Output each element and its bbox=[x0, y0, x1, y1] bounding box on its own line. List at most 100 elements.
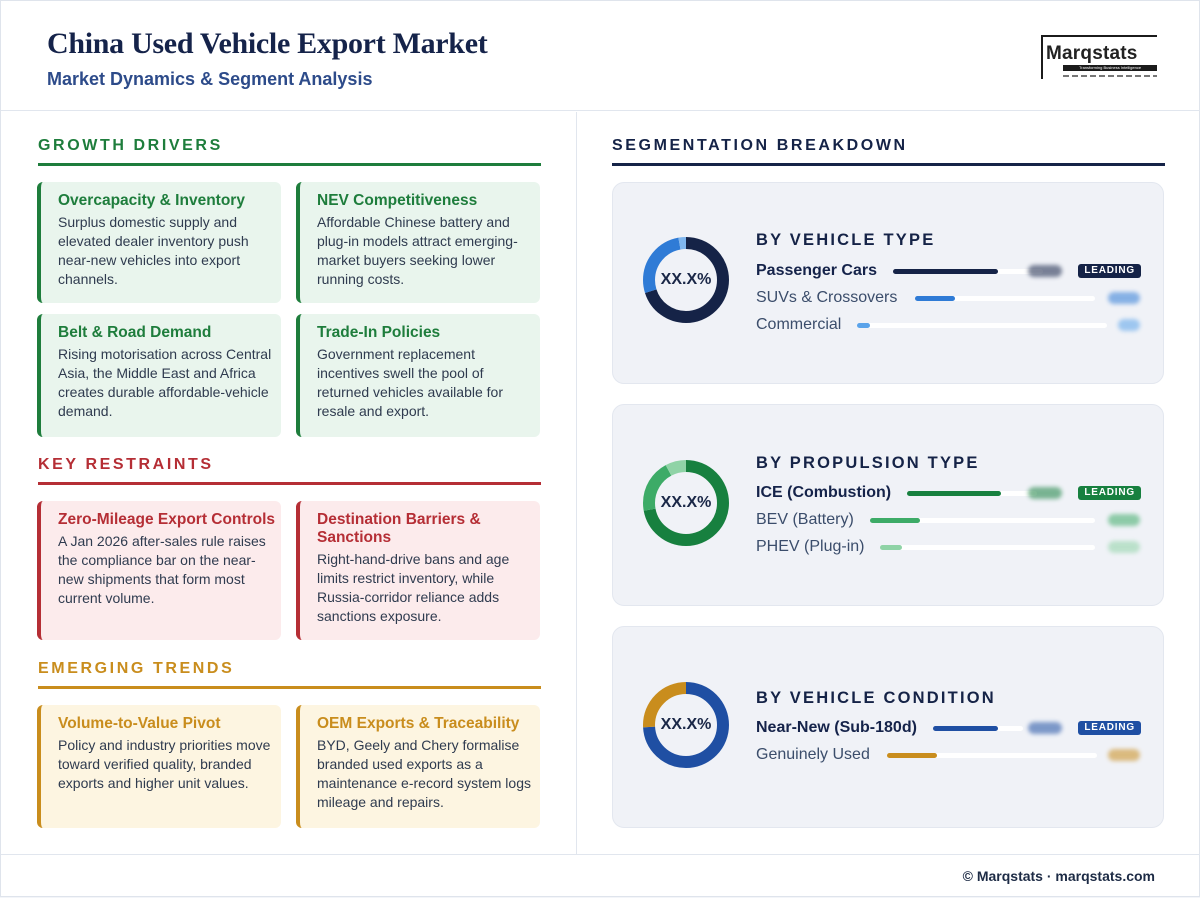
segment-panel-vehicle-condition: XX.X% BY VEHICLE CONDITION Near-New (Sub… bbox=[612, 626, 1164, 828]
donut-center-label: XX.X% bbox=[660, 716, 712, 733]
donut-segment-1 bbox=[643, 682, 729, 768]
emerging-trends-rule bbox=[38, 686, 541, 689]
driver-card: Trade-In Policies Government replacement… bbox=[296, 314, 540, 437]
key-restraints-heading: KEY RESTRAINTS bbox=[38, 456, 214, 473]
restraint-card: Destination Barriers & Sanctions Right-h… bbox=[296, 501, 540, 640]
driver-card-title: Belt & Road Demand bbox=[58, 324, 212, 341]
segment-panel-propulsion-type: XX.X% BY PROPULSION TYPE ICE (Combustion… bbox=[612, 404, 1164, 606]
segment-row-label: Commercial bbox=[756, 316, 842, 333]
segment-row-label: ICE (Combustion) bbox=[756, 484, 892, 501]
restraint-card-title: Destination Barriers & Sanctions bbox=[317, 511, 481, 546]
segment-row-label: Genuinely Used bbox=[756, 746, 870, 763]
logo-underline bbox=[1063, 75, 1157, 77]
segment-row: PHEV (Plug-in) bbox=[756, 537, 1141, 557]
driver-card-text: Affordable Chinese battery and plug-in m… bbox=[317, 214, 518, 287]
footer-copyright: © Marqstats · marqstats.com bbox=[962, 868, 1155, 884]
marqstats-logo: Marqstats Transforming Business Intellig… bbox=[1041, 35, 1157, 79]
segment-value-blurred bbox=[1108, 541, 1140, 553]
segment-value-blurred bbox=[1108, 749, 1140, 761]
segment-value-blurred bbox=[1028, 265, 1062, 277]
segment-bar-track bbox=[870, 518, 1095, 523]
segment-bar-fill bbox=[887, 753, 938, 758]
segment-value-blurred bbox=[1108, 292, 1140, 304]
segment-bar-track bbox=[880, 545, 1095, 550]
segment-bar-fill bbox=[893, 269, 998, 274]
driver-card-title: Trade-In Policies bbox=[317, 324, 441, 341]
segment-bar-fill bbox=[857, 323, 870, 328]
segment-row: Passenger Cars LEADING bbox=[756, 261, 1141, 281]
trend-card: Volume-to-Value Pivot Policy and industr… bbox=[37, 705, 281, 828]
column-divider bbox=[576, 112, 577, 854]
trend-card-text: BYD, Geely and Chery formalise branded u… bbox=[317, 737, 531, 810]
growth-drivers-heading: GROWTH DRIVERS bbox=[38, 137, 223, 154]
donut-center-label: XX.X% bbox=[660, 271, 712, 288]
segment-row: BEV (Battery) bbox=[756, 510, 1141, 530]
trend-card-title: OEM Exports & Traceability bbox=[317, 715, 520, 732]
leading-badge: LEADING bbox=[1078, 264, 1141, 278]
segment-bar-fill bbox=[915, 296, 955, 301]
driver-card-text: Surplus domestic supply and elevated dea… bbox=[58, 214, 249, 287]
leading-badge: LEADING bbox=[1078, 721, 1141, 735]
segment-value-blurred bbox=[1108, 514, 1140, 526]
restraint-card: Zero-Mileage Export Controls A Jan 2026 … bbox=[37, 501, 281, 640]
donut-chart bbox=[643, 682, 729, 768]
segment-bar-fill bbox=[880, 545, 902, 550]
segment-bar-track bbox=[887, 753, 1097, 758]
segment-row-label: PHEV (Plug-in) bbox=[756, 538, 865, 555]
segment-bar-track bbox=[933, 726, 1023, 731]
leading-badge: LEADING bbox=[1078, 486, 1141, 500]
page-subtitle: Market Dynamics & Segment Analysis bbox=[47, 69, 373, 89]
segment-row: Near-New (Sub-180d) LEADING bbox=[756, 718, 1141, 738]
driver-card: Belt & Road Demand Rising motorisation a… bbox=[37, 314, 281, 437]
segment-panel-title: BY VEHICLE TYPE bbox=[756, 231, 936, 249]
growth-drivers-rule bbox=[38, 163, 541, 166]
segment-bar-track bbox=[857, 323, 1107, 328]
segmentation-rule bbox=[612, 163, 1165, 166]
header: China Used Vehicle Export Market Market … bbox=[1, 1, 1200, 111]
emerging-trends-heading: EMERGING TRENDS bbox=[38, 660, 235, 677]
driver-card: Overcapacity & Inventory Surplus domesti… bbox=[37, 182, 281, 303]
segment-bar-fill bbox=[870, 518, 920, 523]
donut-chart bbox=[643, 237, 729, 323]
segment-value-blurred bbox=[1118, 319, 1140, 331]
restraint-card-text: Right-hand-drive bans and age limits res… bbox=[317, 551, 510, 624]
driver-card-title: Overcapacity & Inventory bbox=[58, 192, 245, 209]
segmentation-heading: SEGMENTATION BREAKDOWN bbox=[612, 137, 908, 154]
segment-bar-fill bbox=[907, 491, 1001, 496]
segment-bar-fill bbox=[933, 726, 998, 731]
trend-card-text: Policy and industry priorities move towa… bbox=[58, 737, 271, 791]
footer: © Marqstats · marqstats.com bbox=[1, 854, 1200, 898]
segment-panel-title: BY PROPULSION TYPE bbox=[756, 454, 980, 472]
segment-row: SUVs & Crossovers bbox=[756, 288, 1141, 308]
logo-tagline: Transforming Business Intelligence bbox=[1063, 65, 1157, 71]
donut-chart bbox=[643, 460, 729, 546]
segment-row-label: SUVs & Crossovers bbox=[756, 289, 898, 306]
donut-segment-2 bbox=[643, 237, 729, 323]
segment-row-label: Passenger Cars bbox=[756, 262, 877, 279]
segment-bar-track bbox=[915, 296, 1095, 301]
segment-panel-title: BY VEHICLE CONDITION bbox=[756, 689, 996, 707]
trend-card: OEM Exports & Traceability BYD, Geely an… bbox=[296, 705, 540, 828]
restraint-card-text: A Jan 2026 after-sales rule raises the c… bbox=[58, 533, 266, 606]
segment-row-label: Near-New (Sub-180d) bbox=[756, 719, 917, 736]
page-title: China Used Vehicle Export Market bbox=[47, 27, 488, 60]
segment-row: Commercial bbox=[756, 315, 1141, 335]
driver-card-text: Government replacement incentives swell … bbox=[317, 346, 503, 419]
driver-card-title: NEV Competitiveness bbox=[317, 192, 478, 209]
donut-segment-1 bbox=[643, 460, 729, 546]
segment-bar-track bbox=[907, 491, 1037, 496]
segment-bar-track bbox=[893, 269, 1043, 274]
segment-value-blurred bbox=[1028, 722, 1062, 734]
segment-row-label: BEV (Battery) bbox=[756, 511, 854, 528]
trend-card-title: Volume-to-Value Pivot bbox=[58, 715, 221, 732]
donut-center-label: XX.X% bbox=[660, 494, 712, 511]
driver-card-text: Rising motorisation across Central Asia,… bbox=[58, 346, 272, 419]
donut-segment-1 bbox=[643, 237, 729, 323]
segment-value-blurred bbox=[1028, 487, 1062, 499]
segment-row: ICE (Combustion) LEADING bbox=[756, 483, 1141, 503]
segment-row: Genuinely Used bbox=[756, 745, 1141, 765]
logo-wordmark: Marqstats bbox=[1046, 43, 1138, 64]
key-restraints-rule bbox=[38, 482, 541, 485]
driver-card: NEV Competitiveness Affordable Chinese b… bbox=[296, 182, 540, 303]
